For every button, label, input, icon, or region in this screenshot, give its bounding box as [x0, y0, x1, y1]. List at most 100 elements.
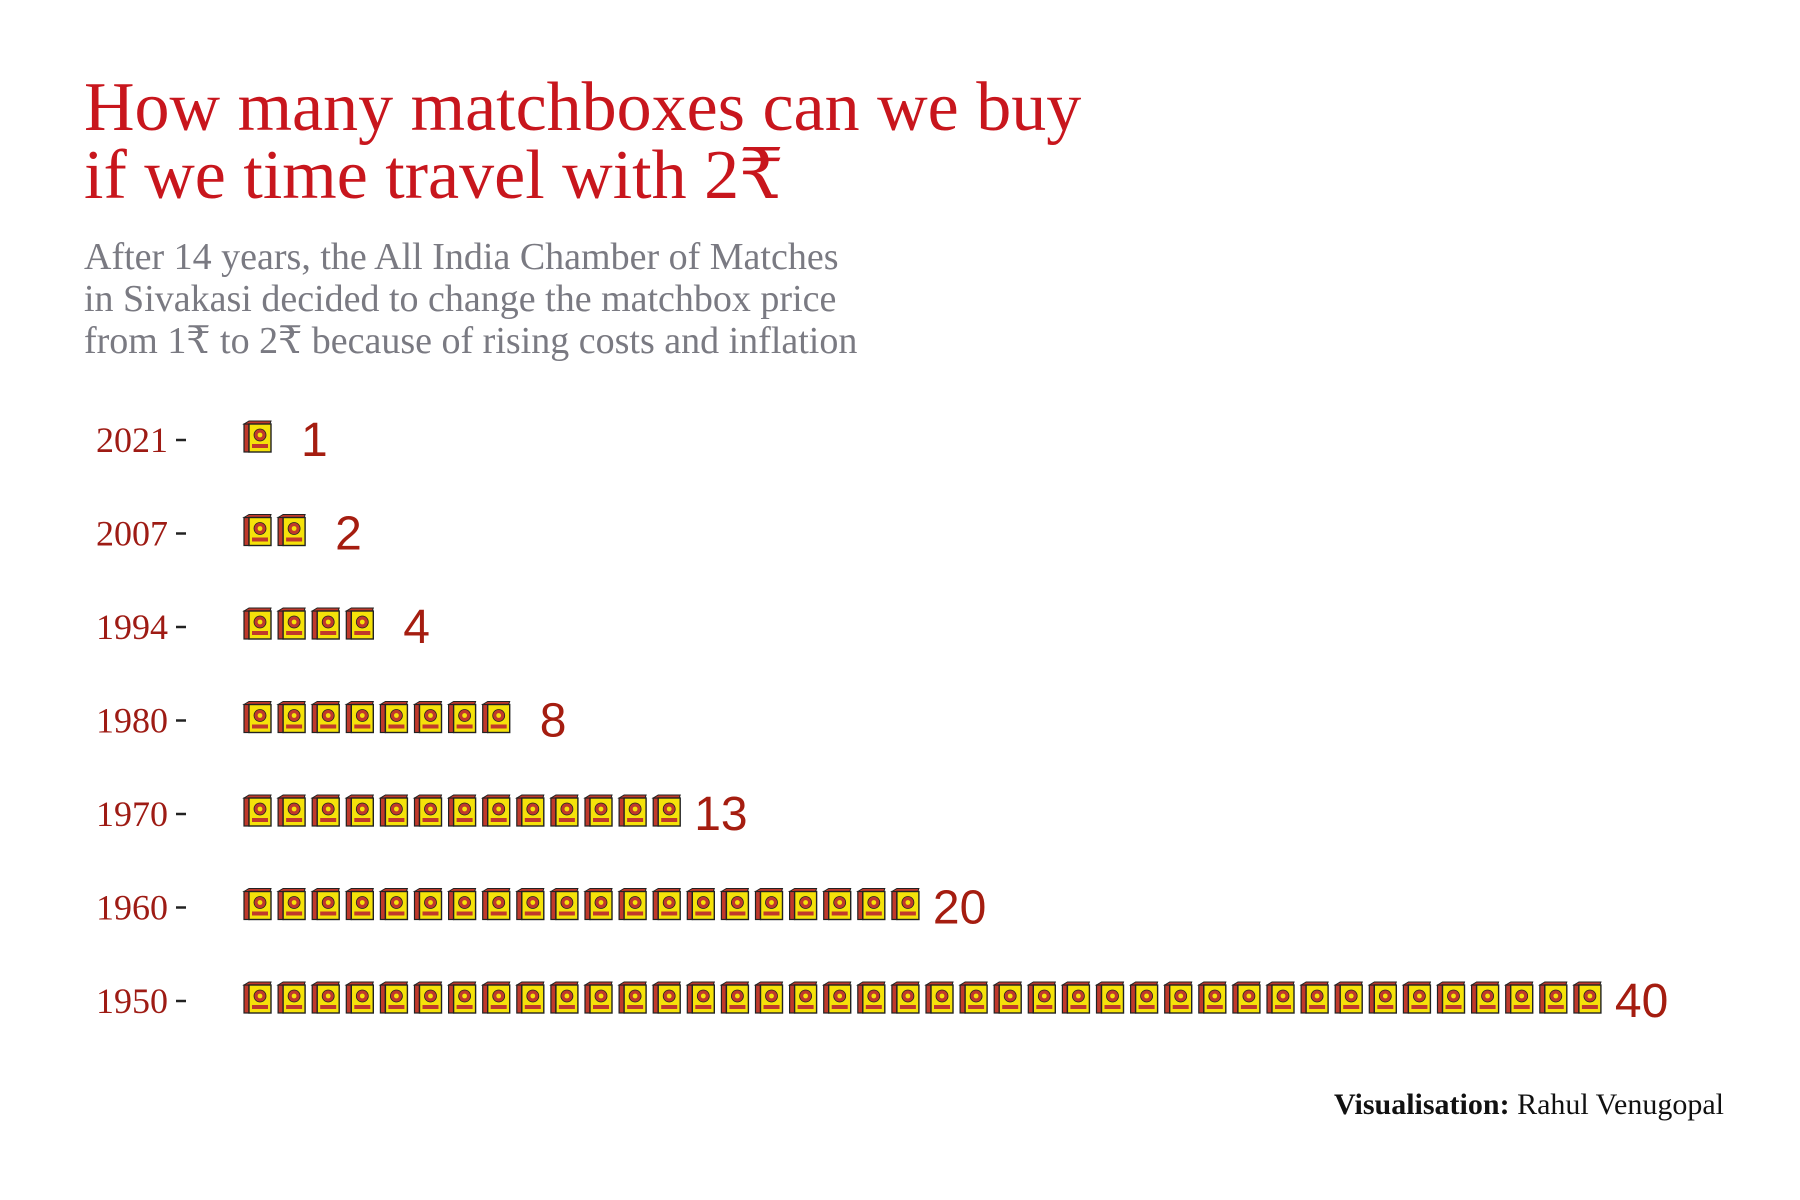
matchbox-icon	[276, 794, 306, 827]
matchbox-icon	[412, 794, 443, 827]
data-value-label: 20	[933, 882, 986, 935]
matchbox-icon	[412, 981, 443, 1014]
matchbox-icon	[583, 794, 613, 827]
data-value-label: 2	[335, 508, 362, 561]
matchbox-icon	[276, 888, 306, 921]
credit-caption: Visualisation: Rahul Venugopal	[1334, 1088, 1724, 1122]
matchbox-icon	[1026, 981, 1057, 1014]
matchbox-icon	[480, 701, 511, 734]
matchbox-icon	[446, 888, 477, 921]
chart-subtitle-line-1: After 14 years, the All India Chamber of…	[84, 236, 839, 278]
chart-subtitle-line-3: from 1₹ to 2₹ because of rising costs an…	[84, 320, 858, 362]
matchbox-icon	[480, 888, 511, 921]
matchbox-icon	[651, 981, 681, 1014]
matchbox-icon	[787, 888, 818, 921]
matchbox-icon	[514, 981, 545, 1014]
matchbox-icon	[480, 981, 511, 1014]
matchbox-icon	[787, 981, 818, 1014]
matchbox-icon	[1265, 981, 1295, 1014]
data-value-label: 40	[1615, 975, 1668, 1028]
matchbox-icon	[958, 981, 988, 1014]
y-tick-label: 1950	[96, 981, 168, 1021]
matchbox-icon	[719, 981, 750, 1014]
data-value-label: 4	[403, 601, 430, 654]
matchbox-icon	[344, 701, 374, 734]
y-tick-label: 1960	[96, 888, 168, 928]
credit-label: Visualisation:	[1333, 1088, 1510, 1121]
matchbox-icon	[753, 888, 784, 921]
y-tick-label: 2021	[96, 420, 168, 460]
matchbox-icon	[514, 794, 545, 827]
chart-subtitle: After 14 years, the All India Chamber of…	[84, 236, 857, 362]
matchbox-icon	[1196, 981, 1227, 1014]
matchbox-icon	[719, 888, 750, 921]
matchbox-icon	[480, 794, 511, 827]
matchbox-icon	[310, 888, 340, 921]
matchbox-icon	[685, 981, 715, 1014]
matchbox-icon	[617, 794, 647, 827]
matchbox-icon	[446, 794, 477, 827]
matchbox-icon	[310, 981, 340, 1014]
y-tick-label: 1980	[96, 701, 168, 741]
matchbox-icon	[549, 981, 579, 1014]
y-tick-label: 1994	[96, 607, 168, 647]
matchbox-icon	[617, 888, 647, 921]
matchbox-icon	[242, 794, 272, 827]
matchbox-icon	[378, 981, 409, 1014]
matchbox-icon	[242, 888, 272, 921]
matchbox-icon	[344, 794, 374, 827]
matchbox-icon	[821, 888, 852, 921]
matchbox-icon	[446, 981, 477, 1014]
matchbox-icon	[1401, 981, 1432, 1014]
matchbox-icon	[242, 514, 272, 547]
matchbox-icon	[583, 888, 613, 921]
matchbox-icon	[651, 794, 681, 827]
matchbox-icon	[276, 607, 306, 640]
matchbox-icon	[890, 888, 920, 921]
chart-title-line-1: How many matchboxes can we buy	[84, 69, 1082, 146]
matchbox-icon	[310, 794, 340, 827]
matchbox-icon	[1572, 981, 1602, 1014]
matchbox-icon	[344, 888, 374, 921]
chart-title-line-2: if we time travel with 2₹	[84, 137, 784, 214]
credit-author: Rahul Venugopal	[1517, 1088, 1724, 1121]
data-value-label: 1	[301, 414, 328, 467]
matchbox-icon	[1299, 981, 1329, 1014]
matchbox-icon	[549, 888, 579, 921]
matchbox-icon	[924, 981, 954, 1014]
matchbox-icon	[412, 888, 443, 921]
matchbox-icon	[753, 981, 784, 1014]
y-tick-label: 2007	[96, 514, 168, 554]
matchbox-icon	[685, 888, 715, 921]
matchbox-icon	[242, 607, 272, 640]
data-value-label: 8	[540, 695, 567, 748]
matchbox-icon	[378, 888, 409, 921]
matchbox-icon	[890, 981, 920, 1014]
matchbox-icon	[1367, 981, 1398, 1014]
matchbox-icon	[310, 607, 340, 640]
data-value-label: 13	[694, 788, 747, 841]
matchbox-icon	[446, 701, 477, 734]
matchbox-icon	[651, 888, 681, 921]
matchbox-icon	[583, 981, 613, 1014]
matchbox-icon	[310, 701, 340, 734]
matchbox-icon	[992, 981, 1022, 1014]
matchbox-icon	[855, 981, 886, 1014]
matchbox-icon	[1162, 981, 1193, 1014]
matchbox-icon	[344, 607, 374, 640]
matchbox-icon	[1503, 981, 1534, 1014]
matchbox-icon	[1231, 981, 1261, 1014]
matchbox-icon	[1537, 981, 1568, 1014]
matchbox-icon	[276, 981, 306, 1014]
matchbox-icon	[242, 701, 272, 734]
matchbox-icon	[1128, 981, 1159, 1014]
matchbox-icon	[1469, 981, 1500, 1014]
matchbox-icon	[378, 701, 409, 734]
matchbox-icon	[242, 981, 272, 1014]
matchbox-icon	[821, 981, 852, 1014]
y-tick-label: 1970	[96, 794, 168, 834]
matchbox-icon	[1435, 981, 1466, 1014]
matchbox-icon	[1333, 981, 1363, 1014]
matchbox-icon	[378, 794, 409, 827]
matchbox-icon	[242, 420, 272, 453]
